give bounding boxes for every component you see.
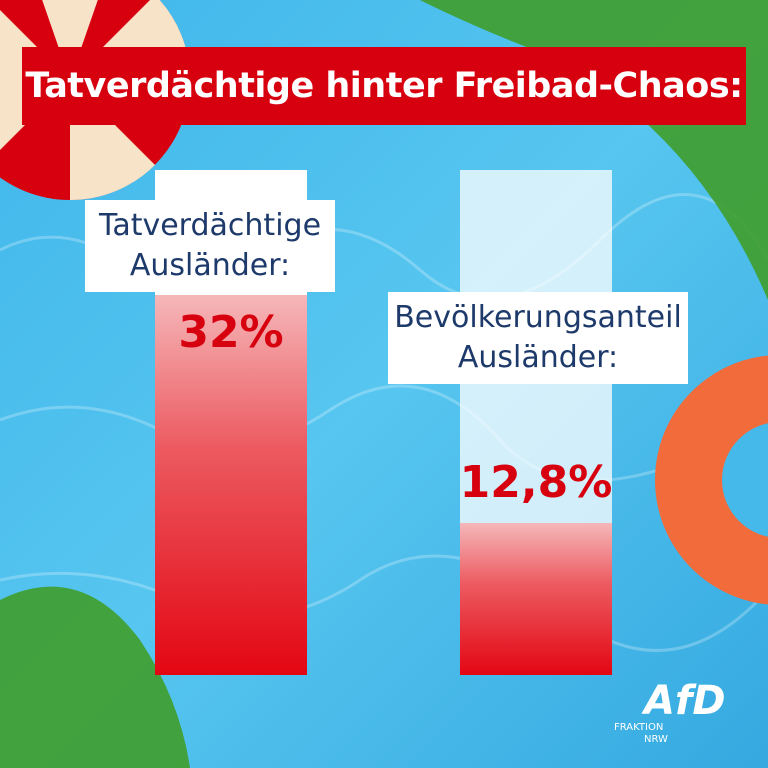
category-label: Bevölkerungsanteil Ausländer: (388, 292, 688, 384)
bar (460, 523, 612, 675)
value-label: 32% (178, 307, 284, 358)
logo-name: AfD (644, 678, 726, 724)
chart-title: Tatverdächtige hinter Freibad-Chaos: (22, 47, 746, 125)
bar-base (460, 671, 612, 675)
logo-line1: FRAKTION (614, 722, 664, 733)
category-label: Tatverdächtige Ausländer: (85, 200, 335, 292)
value-label: 12,8% (459, 457, 613, 508)
logo-line2: NRW (644, 734, 668, 745)
bar (155, 295, 307, 675)
bar-base (155, 671, 307, 675)
logo: AfD FRAKTION NRW (606, 678, 746, 748)
swim-ring (655, 355, 768, 605)
